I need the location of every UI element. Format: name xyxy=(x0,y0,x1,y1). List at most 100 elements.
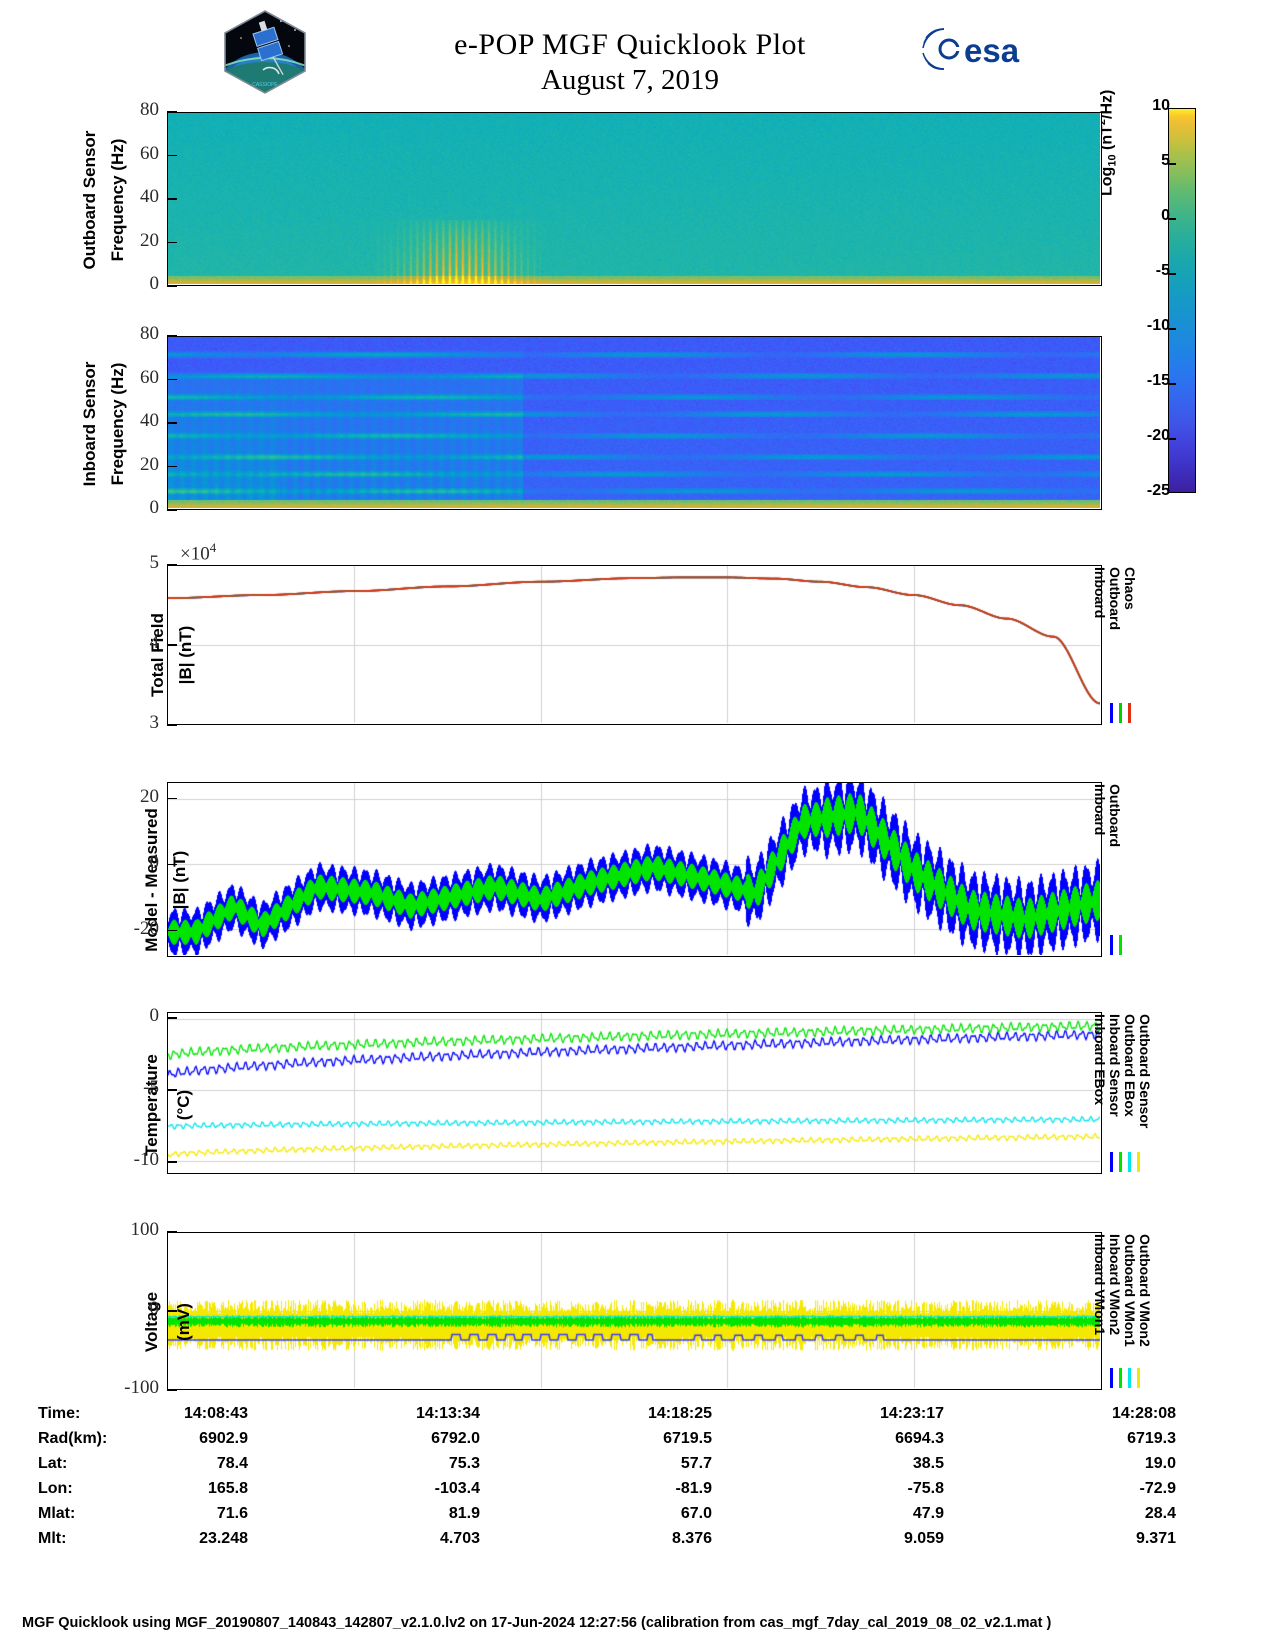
ytick-label: 60 xyxy=(140,366,159,388)
table-row-label: Mlat: xyxy=(38,1505,76,1522)
inboard-spectrogram-image xyxy=(168,337,1100,508)
legend-label: Chaos xyxy=(1122,567,1138,610)
legend-label: Inboard xyxy=(1092,784,1108,836)
colorbar-tick-mark xyxy=(1168,383,1176,385)
ytick-mark xyxy=(167,929,177,932)
ytick-mark xyxy=(167,1310,177,1312)
panel-model-minus-measured xyxy=(167,782,1102,957)
colorbar-tick-label: -15 xyxy=(1146,372,1170,389)
colorbar-tick-mark xyxy=(1168,273,1176,275)
table-cell: 9.059 xyxy=(903,1530,944,1547)
table-cell: 67.0 xyxy=(680,1505,712,1522)
ytick-label: 80 xyxy=(140,99,159,120)
ytick-label: 100 xyxy=(130,1219,160,1240)
ytick-mark xyxy=(167,564,177,566)
legend-swatch xyxy=(1137,1152,1140,1172)
colorbar-tick-mark xyxy=(1168,438,1176,440)
ytick-label: 20 xyxy=(140,229,159,251)
table-cell: 6792.0 xyxy=(431,1430,480,1447)
table-row-label: Lat: xyxy=(38,1455,68,1472)
legend-temperature: Inboard EBox Inboard Sensor Outboard EBox O… xyxy=(1092,1012,1164,1174)
ytick-label: 0 xyxy=(149,851,160,873)
ytick-mark xyxy=(167,422,177,424)
ytick-label: -5 xyxy=(143,1077,159,1099)
table-cell: 14:23:17 xyxy=(879,1405,944,1422)
legend-label: Inboard VMon2 xyxy=(1107,1234,1123,1336)
legend-label: Outboard xyxy=(1107,567,1123,630)
legend-swatch xyxy=(1110,935,1113,955)
ylabel-total-field-unit: |B| (nT) xyxy=(176,625,195,685)
ytick-label: 40 xyxy=(140,410,159,431)
colorbar-tick-mark xyxy=(1168,163,1176,165)
ephemeris-table: Time: 14:08:43 14:13:34 14:18:25 14:23:17 14:… xyxy=(0,1405,1275,1555)
table-row-label: Lon: xyxy=(38,1480,73,1497)
table-cell: -103.4 xyxy=(434,1480,480,1497)
legend-swatch xyxy=(1110,1368,1113,1388)
panel-outboard-spectrogram xyxy=(167,112,1102,286)
table-cell: 9.371 xyxy=(1135,1530,1176,1547)
ylabel-model-measured-unit: |B| (nT) xyxy=(170,850,189,910)
legend-label: Outboard Sensor xyxy=(1137,1014,1153,1129)
panel-total-field xyxy=(167,565,1102,725)
table-cell: 23.248 xyxy=(199,1530,248,1547)
table-cell: 81.9 xyxy=(448,1505,480,1522)
title-date: August 7, 2019 xyxy=(540,64,720,96)
table-cell: 4.703 xyxy=(439,1530,480,1547)
table-cell: 38.5 xyxy=(912,1455,944,1472)
table-cell: 71.6 xyxy=(216,1505,248,1522)
colorbar-gradient xyxy=(1168,108,1196,493)
ytick-mark xyxy=(167,1016,177,1019)
panel-temperature xyxy=(167,1012,1102,1174)
legend-label: Outboard VMon1 xyxy=(1122,1234,1138,1347)
colorbar-tick-label: -25 xyxy=(1146,482,1170,499)
temperature-traces xyxy=(168,1013,1100,1172)
table-row-label: Rad(km): xyxy=(38,1430,108,1447)
legend-swatch xyxy=(1119,1368,1122,1388)
footer-text: MGF Quicklook using MGF_20190807_140843_… xyxy=(22,1615,1052,1631)
table-cell: 8.376 xyxy=(671,1530,712,1547)
ytick-label: -20 xyxy=(133,917,159,939)
ytick-label: 60 xyxy=(140,142,159,164)
table-cell: 6902.9 xyxy=(199,1430,248,1447)
table-cell: 75.3 xyxy=(448,1455,480,1472)
table-row: Lat: 78.4 75.3 57.7 38.5 19.0 xyxy=(0,1455,1275,1480)
ytick-mark xyxy=(167,378,177,381)
ytick-label: 20 xyxy=(140,785,159,807)
ytick-label: 0 xyxy=(149,1298,160,1319)
cassiope-logo-icon: CASSIOPE xyxy=(219,8,311,96)
esa-logo-icon: esa xyxy=(920,26,1050,72)
table-cell: 14:13:34 xyxy=(415,1405,480,1422)
colorbar-ticks: 10 5 0 -5 -10 -15 -20 -25 xyxy=(1136,97,1176,505)
ytick-mark xyxy=(167,1089,177,1091)
legend-swatch xyxy=(1119,703,1122,723)
table-row: Mlt: 23.248 4.703 8.376 9.059 9.371 xyxy=(0,1530,1275,1555)
ytick-label: 40 xyxy=(140,186,159,207)
ytick-mark xyxy=(167,1161,177,1164)
legend-label: Outboard EBox xyxy=(1122,1014,1138,1117)
ytick-label: 20 xyxy=(140,453,159,475)
ytick-mark xyxy=(167,797,177,800)
legend-total-field: Inboard Outboard Chaos xyxy=(1092,565,1164,725)
ytick-mark xyxy=(167,154,177,157)
ytick-label: -10 xyxy=(133,1149,159,1171)
outboard-spectrogram-image xyxy=(168,113,1100,284)
ytick-mark xyxy=(167,285,177,287)
ytick-mark xyxy=(167,863,177,866)
legend-swatch xyxy=(1119,1152,1122,1172)
ylabel-voltage-unit: (mV) xyxy=(174,1303,193,1341)
table-cell: 14:28:08 xyxy=(1111,1405,1176,1422)
table-row: Rad(km): 6902.9 6792.0 6719.5 6694.3 6719.3 xyxy=(0,1430,1275,1455)
legend-swatch xyxy=(1119,935,1122,955)
panel-inboard-spectrogram xyxy=(167,336,1102,510)
legend-label: Outboard xyxy=(1107,784,1123,847)
colorbar-tick-mark xyxy=(1168,218,1176,220)
table-cell: 19.0 xyxy=(1144,1455,1176,1472)
table-cell: 14:08:43 xyxy=(183,1405,248,1422)
legend-swatch xyxy=(1137,1368,1140,1388)
ytick-mark xyxy=(167,1231,177,1233)
ytick-label: 0 xyxy=(149,273,160,294)
table-cell: 78.4 xyxy=(216,1455,248,1472)
table-row-label: Mlt: xyxy=(38,1530,67,1547)
ytick-mark xyxy=(167,111,177,113)
table-cell: -75.8 xyxy=(907,1480,944,1497)
